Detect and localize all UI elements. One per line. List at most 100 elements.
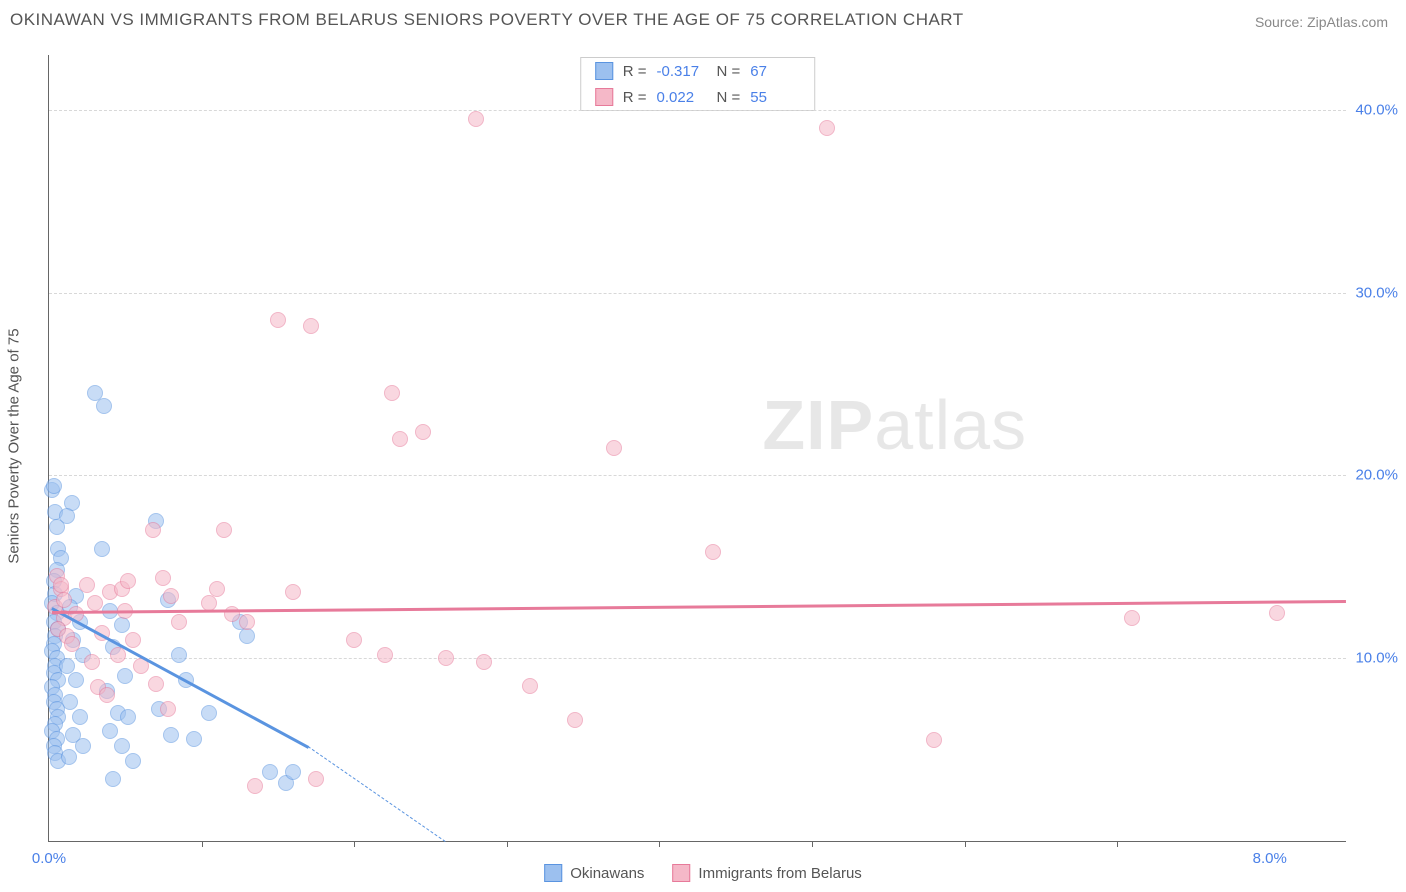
scatter-point <box>186 731 202 747</box>
n-label: N = <box>717 89 741 106</box>
legend-swatch <box>595 88 613 106</box>
scatter-point <box>53 577 69 593</box>
scatter-point <box>68 672 84 688</box>
scatter-point <box>308 771 324 787</box>
r-label: R = <box>623 89 647 106</box>
scatter-point <box>606 440 622 456</box>
scatter-point <box>96 398 112 414</box>
scatter-point <box>79 577 95 593</box>
gridline <box>49 110 1346 111</box>
scatter-point <box>384 385 400 401</box>
scatter-point <box>114 738 130 754</box>
legend-swatch <box>672 864 690 882</box>
scatter-point <box>567 712 583 728</box>
trend-line-extrapolated <box>308 746 446 842</box>
scatter-point <box>120 709 136 725</box>
x-minor-tick <box>965 841 966 847</box>
scatter-point <box>62 694 78 710</box>
scatter-point <box>476 654 492 670</box>
y-tick-label: 40.0% <box>1355 101 1398 118</box>
y-axis-label: Seniors Poverty Over the Age of 75 <box>6 328 23 563</box>
series-legend: Okinawans Immigrants from Belarus <box>544 864 862 882</box>
scatter-point <box>239 614 255 630</box>
scatter-point <box>346 632 362 648</box>
x-tick-label: 8.0% <box>1253 850 1287 867</box>
scatter-point <box>262 764 278 780</box>
x-minor-tick <box>1117 841 1118 847</box>
scatter-point <box>160 701 176 717</box>
scatter-point <box>46 478 62 494</box>
legend-label: Okinawans <box>570 865 644 882</box>
watermark: ZIPatlas <box>762 385 1027 465</box>
scatter-point <box>438 650 454 666</box>
legend-item: Immigrants from Belarus <box>672 864 861 882</box>
x-minor-tick <box>659 841 660 847</box>
scatter-point <box>247 778 263 794</box>
scatter-point <box>819 120 835 136</box>
scatter-point <box>56 592 72 608</box>
scatter-point <box>171 614 187 630</box>
r-value: -0.317 <box>657 63 707 80</box>
scatter-point <box>75 738 91 754</box>
scatter-point <box>145 522 161 538</box>
scatter-point <box>59 508 75 524</box>
legend-item: Okinawans <box>544 864 644 882</box>
chart-title: OKINAWAN VS IMMIGRANTS FROM BELARUS SENI… <box>10 10 964 30</box>
x-minor-tick <box>354 841 355 847</box>
gridline <box>49 658 1346 659</box>
scatter-point <box>72 709 88 725</box>
gridline <box>49 475 1346 476</box>
scatter-point <box>84 654 100 670</box>
scatter-point <box>110 647 126 663</box>
scatter-point <box>61 749 77 765</box>
legend-row: R = 0.022 N = 55 <box>581 84 815 110</box>
legend-row: R = -0.317 N = 67 <box>581 58 815 84</box>
scatter-point <box>163 588 179 604</box>
x-tick-label: 0.0% <box>32 850 66 867</box>
scatter-point <box>148 676 164 692</box>
scatter-point <box>415 424 431 440</box>
correlation-legend: R = -0.317 N = 67 R = 0.022 N = 55 <box>580 57 816 111</box>
legend-label: Immigrants from Belarus <box>698 865 861 882</box>
scatter-point <box>270 312 286 328</box>
r-value: 0.022 <box>657 89 707 106</box>
scatter-point <box>105 771 121 787</box>
scatter-point <box>522 678 538 694</box>
legend-swatch <box>544 864 562 882</box>
scatter-point <box>239 628 255 644</box>
scatter-point <box>201 705 217 721</box>
scatter-point <box>285 764 301 780</box>
scatter-point <box>392 431 408 447</box>
scatter-point <box>171 647 187 663</box>
scatter-point <box>117 668 133 684</box>
scatter-point <box>303 318 319 334</box>
scatter-point <box>120 573 136 589</box>
scatter-point <box>377 647 393 663</box>
source-label: Source: ZipAtlas.com <box>1255 14 1388 30</box>
scatter-point <box>209 581 225 597</box>
scatter-point <box>99 687 115 703</box>
scatter-point <box>64 636 80 652</box>
scatter-point <box>114 617 130 633</box>
scatter-point <box>1269 605 1285 621</box>
n-label: N = <box>717 63 741 80</box>
legend-swatch <box>595 62 613 80</box>
scatter-point <box>125 753 141 769</box>
scatter-point <box>468 111 484 127</box>
scatter-point <box>155 570 171 586</box>
scatter-point <box>285 584 301 600</box>
scatter-point <box>926 732 942 748</box>
scatter-point <box>1124 610 1140 626</box>
scatter-point <box>102 723 118 739</box>
n-value: 55 <box>750 89 800 106</box>
scatter-point <box>94 541 110 557</box>
scatter-chart: R =-0.317N =67R =0.022N =55 ZIPatlas 10.… <box>48 55 1346 842</box>
scatter-point <box>216 522 232 538</box>
x-minor-tick <box>202 841 203 847</box>
r-label: R = <box>623 63 647 80</box>
n-value: 67 <box>750 63 800 80</box>
scatter-point <box>705 544 721 560</box>
y-tick-label: 20.0% <box>1355 467 1398 484</box>
scatter-point <box>87 595 103 611</box>
trend-line <box>52 600 1346 613</box>
